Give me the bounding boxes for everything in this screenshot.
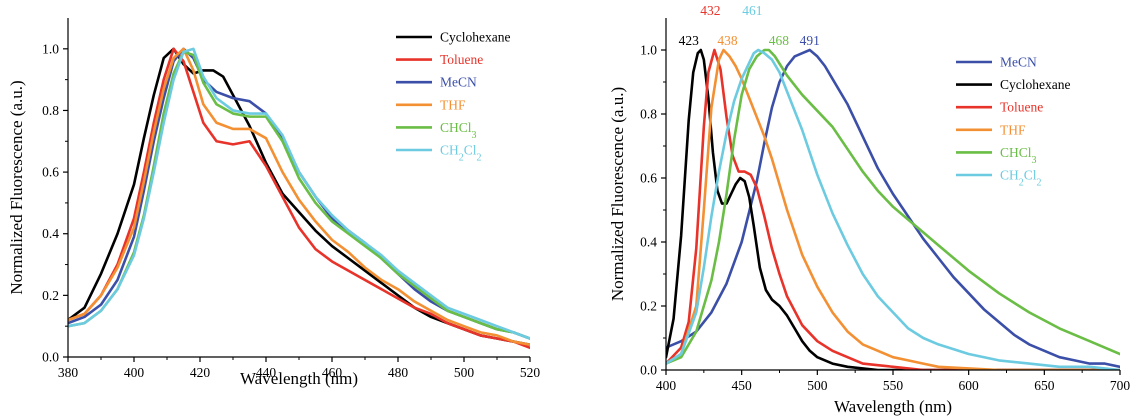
x-tick-label: 400 [124,365,145,380]
x-tick-label: 400 [656,378,677,393]
series-line-mecn [666,48,1120,369]
x-tick-label: 550 [883,378,904,393]
x-tick-label: 450 [732,378,753,393]
series-line-mecn [68,47,530,340]
x-tick-label: 500 [454,365,475,380]
legend-label-chcl3: CHCl3 [1000,145,1037,166]
y-tick-label: 0.2 [42,288,59,303]
y-tick-label: 0.0 [42,350,59,365]
series-line-toluene [68,47,530,350]
legend-label-ch2cl2: CH2Cl2 [1000,168,1042,189]
series-lines [666,48,1120,370]
legend-label-cyclohexane: Cyclohexane [1000,77,1070,92]
x-tick-label: 650 [1034,378,1055,393]
x-tick-label: 500 [807,378,828,393]
x-tick-label: 480 [388,365,409,380]
series-line-thf [666,48,1120,370]
x-tick-label: 460 [322,365,343,380]
x-tick-label: 380 [58,365,79,380]
x-tick-label: 700 [1110,378,1131,393]
peak-label-461: 461 [742,3,762,18]
legend-label-thf: THF [1000,122,1026,137]
x-tick-label: 440 [256,365,277,380]
peak-label-491: 491 [800,33,820,48]
x-axis-label: Wavelength (nm) [834,397,952,416]
x-tick-label: 420 [190,365,211,380]
y-tick-label: 0.2 [640,299,657,314]
y-tick-label: 1.0 [640,43,657,58]
legend-label-toluene: Toluene [440,52,483,67]
peak-label-432: 432 [700,3,720,18]
y-tick-label: 0.6 [640,171,657,186]
y-tick-label: 0.4 [640,235,657,250]
legend-label-chcl3: CHCl3 [440,120,477,141]
y-axis-label: Normalized Fluorescence (a.u.) [7,80,26,294]
y-tick-label: 0.8 [42,103,59,118]
series-line-chcl3 [68,50,530,340]
y-tick-label: 1.0 [42,41,59,56]
legend-label-toluene: Toluene [1000,100,1043,115]
series-line-thf [68,47,530,346]
peak-label-438: 438 [717,33,738,48]
series-line-ch2cl2 [68,47,530,340]
chart-left-solvent-fluorescence: 380 400 420 440 460 480 500 520 0.0 0.2 0.4 0.6 0.8 1… [7,18,540,388]
legend-label-mecn: MeCN [1000,55,1037,70]
y-tick-label: 0.0 [640,363,657,378]
peak-label-468: 468 [769,33,790,48]
series-line-ch2cl2 [666,48,1120,370]
peak-label-423: 423 [679,33,700,48]
legend-label-thf: THF [440,97,466,112]
y-axis-label: Normalized Fluorescence (a.u.) [608,87,627,301]
series-line-chcl3 [666,48,1120,365]
x-tick-label: 600 [959,378,980,393]
y-tick-label: 0.4 [42,226,59,241]
y-tick-label: 0.6 [42,165,59,180]
chart-right-solvent-fluorescence: 400 450 500 550 600 650 700 0.0 0.2 0.4 0.6 0.8 1.0 W… [608,3,1130,416]
y-tick-label: 0.8 [640,107,657,122]
legend-label-mecn: MeCN [440,75,477,90]
series-lines [68,47,530,350]
x-axis-label: Wavelength (nm) [240,369,358,388]
x-tick-label: 520 [520,365,541,380]
legend-label-cyclohexane: Cyclohexane [440,30,510,45]
legend-label-ch2cl2: CH2Cl2 [440,143,482,164]
series-line-cyclohexane [666,48,1120,370]
